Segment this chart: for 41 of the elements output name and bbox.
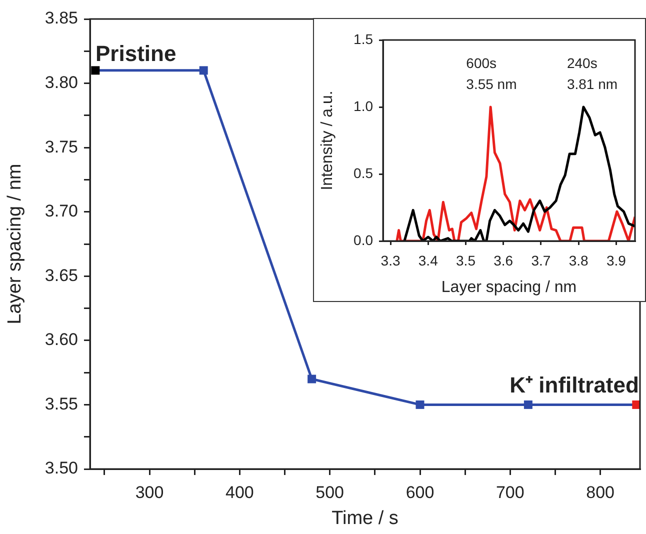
x-tick-label: 3.9	[606, 252, 626, 268]
y-tick-label: 3.80	[44, 72, 78, 92]
annotation: Pristine	[96, 40, 176, 66]
y-tick-label: 1.5	[354, 30, 374, 47]
x-tick-label: 3.4	[418, 252, 438, 268]
annotation: 3.81 nm	[566, 76, 618, 92]
point	[308, 374, 316, 384]
y-tick-label: 3.60	[44, 330, 78, 350]
x-tick-label: 3.8	[568, 252, 589, 268]
x-tick-label: 300	[135, 482, 164, 502]
annotation: 3.55 nm	[466, 76, 517, 92]
y-tick-label: 3.50	[44, 458, 78, 478]
point	[524, 400, 532, 409]
y-tick-label: 3.75	[44, 137, 78, 156]
x-tick-label: 3.3	[380, 252, 400, 268]
point	[91, 66, 100, 75]
point	[199, 66, 208, 75]
y-tick-label: 0.5	[354, 164, 374, 181]
x-tick-label: 3.5	[456, 252, 476, 268]
point	[632, 400, 640, 409]
x-axis-title: Layer spacing / nm	[441, 278, 577, 296]
point	[416, 400, 424, 409]
x-tick-label: 500	[316, 482, 344, 502]
x-tick-label: 400	[225, 482, 254, 502]
x-tick-label: 600	[406, 482, 434, 502]
y-axis-title: Intensity / a.u.	[319, 90, 336, 190]
y-tick-label: 3.65	[44, 266, 78, 285]
y-tick-label: 3.55	[44, 394, 78, 414]
annotation: 240s	[566, 55, 598, 72]
annotation: K⁺ infiltrated	[510, 372, 639, 398]
x-tick-label: 3.6	[494, 252, 514, 268]
x-axis-title: Time / s	[332, 508, 398, 529]
x-tick-label: 700	[496, 482, 524, 502]
y-tick-label: 3.85	[44, 8, 78, 28]
y-tick-label: 1.0	[354, 98, 374, 114]
x-tick-label: 3.7	[531, 252, 551, 268]
y-tick-label: 3.70	[44, 202, 78, 221]
y-axis-title: Layer spacing / nm	[4, 164, 26, 324]
annotation: 600s	[466, 55, 497, 72]
y-tick-label: 0.0	[354, 232, 374, 248]
x-tick-label: 800	[586, 482, 615, 502]
